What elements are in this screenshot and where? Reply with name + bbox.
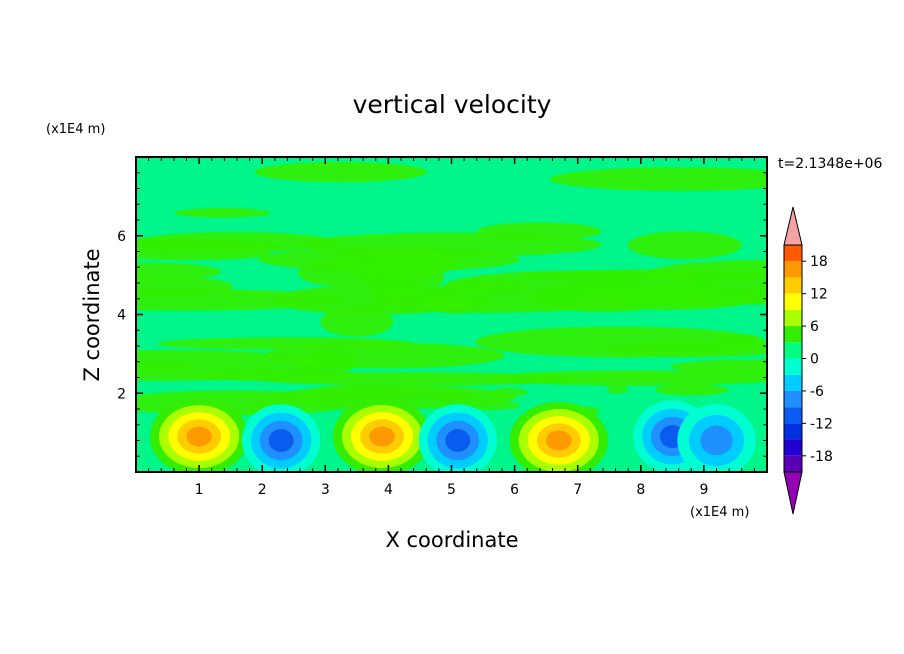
x-axis-label: X coordinate: [385, 528, 518, 552]
positive-band: [136, 232, 339, 253]
downdraft-cell: [418, 404, 497, 472]
colorbar-swatch: [784, 342, 802, 359]
time-label: t=2.1348e+06: [778, 156, 882, 172]
positive-band: [360, 263, 444, 293]
positive-band: [298, 351, 358, 375]
colorbar-swatch: [784, 261, 802, 278]
colorbar-underflow-arrow: [783, 471, 803, 515]
velocity-bands: [136, 161, 767, 417]
colorbar-swatch: [784, 407, 802, 424]
updraft-cell: [149, 397, 249, 472]
positive-band: [315, 391, 361, 401]
updraft-contour: [369, 426, 395, 447]
y-tick-label: 6: [117, 229, 126, 245]
positive-band: [647, 259, 767, 288]
positive-band: [136, 248, 272, 261]
updraft-cell: [509, 401, 608, 472]
positive-band: [136, 288, 344, 311]
colorbar-tick-label: -6: [810, 384, 824, 400]
colorbar-tick-label: -18: [810, 449, 833, 465]
positive-band: [262, 395, 297, 406]
x-tick-label: 8: [636, 482, 645, 498]
x-tick-label: 9: [699, 482, 708, 498]
colorbar-swatch: [784, 439, 802, 456]
colorbar-tick-label: 6: [810, 319, 819, 335]
colorbar-swatch: [784, 326, 802, 343]
positive-band: [607, 384, 628, 394]
positive-band: [431, 391, 479, 402]
y-axis: 2 4 6: [117, 229, 767, 402]
convective-cells: [149, 397, 756, 472]
x-tick-label: 2: [258, 482, 267, 498]
colorbar-tick-label: 12: [810, 287, 828, 303]
y-unit-label: (x1E4 m): [46, 122, 105, 137]
positive-band: [136, 262, 222, 281]
downdraft-contour: [445, 428, 471, 453]
downdraft-contour: [700, 425, 733, 456]
x-tick-label: 5: [447, 482, 456, 498]
colorbar-swatch: [784, 293, 802, 310]
colorbar-tick-label: -12: [810, 416, 833, 432]
colorbar-swatch: [784, 309, 802, 327]
downdraft-cell: [677, 404, 756, 472]
x-tick-label: 1: [195, 482, 204, 498]
colorbar-tick-label: 18: [810, 254, 828, 270]
positive-band: [385, 388, 440, 399]
positive-band: [627, 231, 742, 260]
colorbar-swatch: [784, 455, 802, 472]
colorbar-swatch: [784, 390, 802, 408]
plot-field: [136, 157, 767, 472]
positive-band: [463, 400, 521, 410]
x-axis: 1 2 3 4 5 6 7 8 9: [195, 157, 708, 498]
positive-band: [549, 167, 767, 191]
y-tick-label: 4: [117, 308, 126, 324]
positive-band: [299, 232, 602, 257]
x-tick-label: 3: [321, 482, 330, 498]
y-tick-label: 2: [117, 386, 126, 402]
chart-title: vertical velocity: [353, 90, 552, 119]
positive-band: [136, 362, 197, 373]
downdraft-contour: [268, 428, 294, 453]
updraft-contour: [186, 426, 212, 447]
positive-band: [254, 161, 428, 183]
positive-band: [491, 387, 528, 397]
colorbar-swatch: [784, 277, 802, 294]
x-tick-label: 4: [384, 482, 393, 498]
positive-band: [655, 384, 729, 396]
positive-band: [713, 334, 766, 352]
updraft-contour: [546, 430, 572, 451]
y-axis-label: Z coordinate: [80, 248, 104, 381]
colorbar-swatch: [784, 358, 802, 375]
positive-band: [670, 359, 767, 375]
colorbar-swatch: [784, 423, 802, 440]
downdraft-cell: [242, 404, 321, 472]
colorbar-overflow-arrow: [783, 206, 803, 246]
colorbar-tick-label: 0: [810, 352, 819, 368]
positive-band: [486, 370, 767, 386]
colorbar-swatch: [784, 374, 802, 391]
colorbar: 18 12 6 0 -6 -12 -18: [783, 206, 833, 515]
positive-band: [475, 326, 765, 358]
positive-band: [444, 270, 714, 301]
colorbar-swatch: [784, 245, 802, 262]
positive-band: [273, 285, 475, 315]
x-tick-label: 7: [573, 482, 582, 498]
x-unit-label: (x1E4 m): [690, 505, 749, 520]
positive-band: [174, 208, 271, 218]
updraft-cell: [332, 397, 432, 472]
x-tick-label: 6: [510, 482, 519, 498]
